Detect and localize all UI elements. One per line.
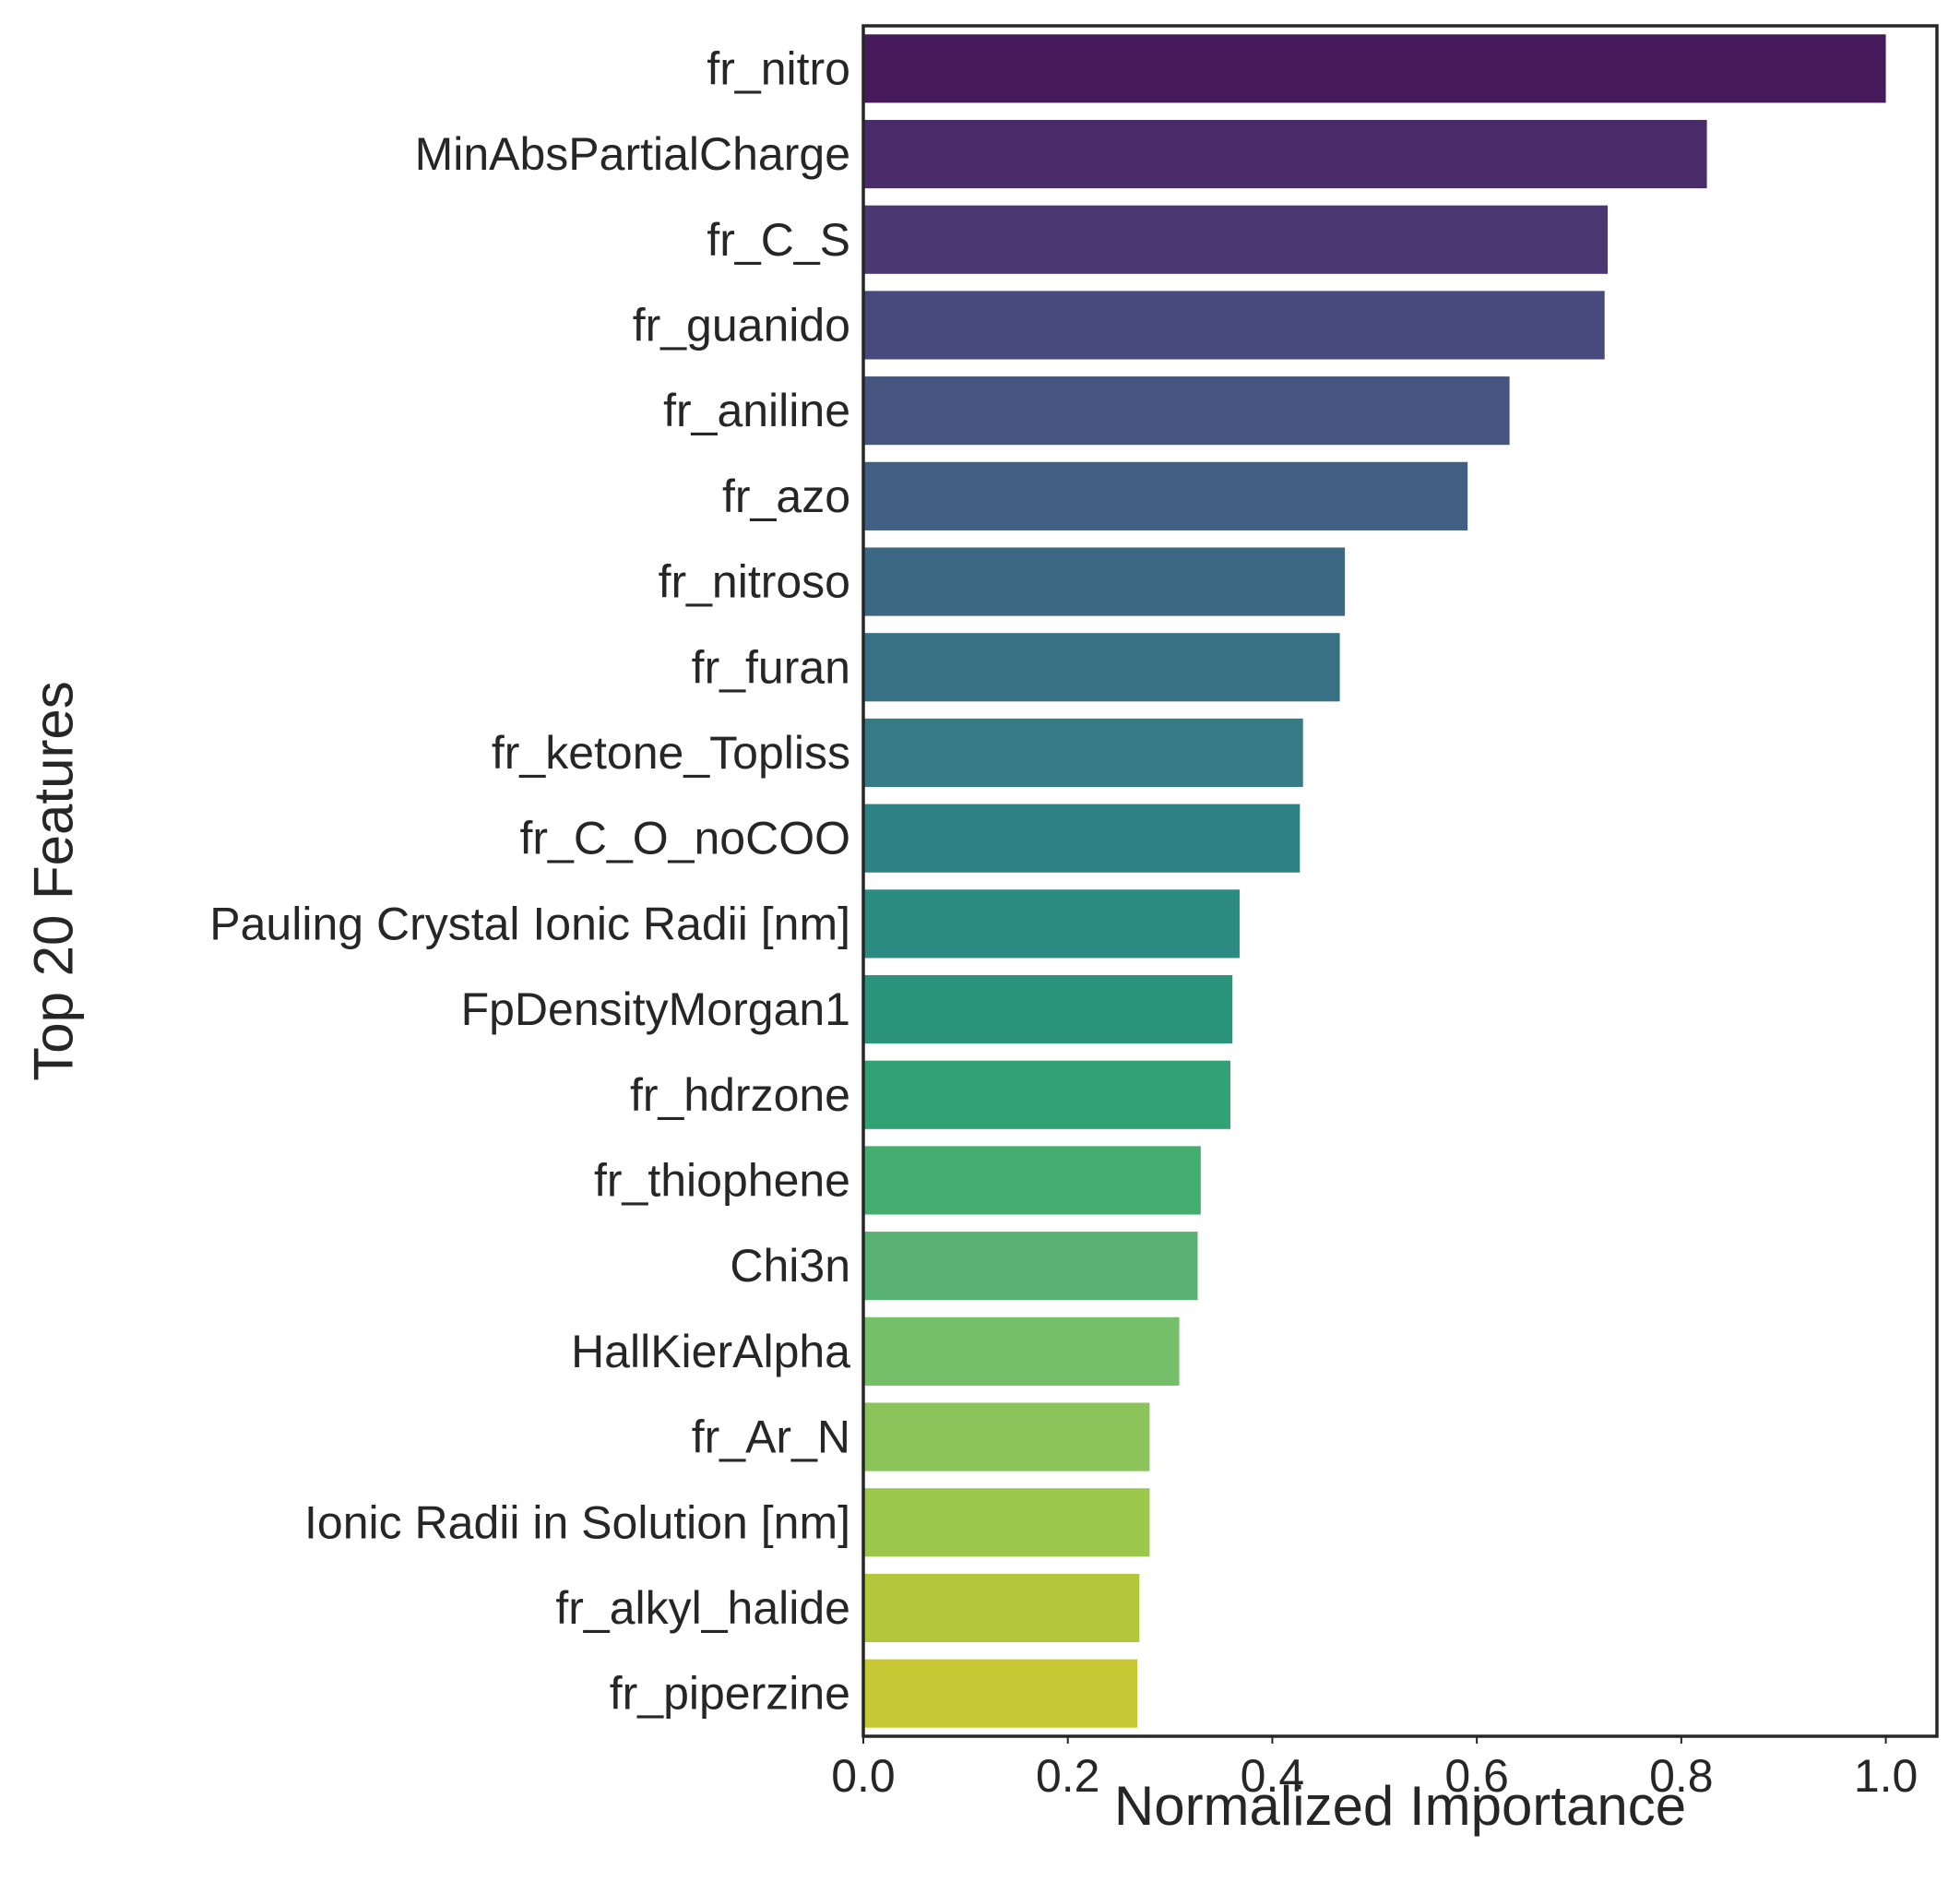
y-tick-label: Pauling Crystal Ionic Radii [nm] [209, 898, 850, 949]
bar-fr-guanido [863, 291, 1605, 360]
y-tick-label: fr_C_S [707, 214, 850, 266]
plot-frame [861, 24, 1939, 1738]
y-tick-label: Chi3n [730, 1240, 850, 1292]
bar-fr-azo [863, 461, 1468, 530]
x-tick-label: 0.0 [831, 1750, 896, 1802]
bar-minabspartialcharge [863, 119, 1707, 189]
bar-chi3n [863, 1232, 1198, 1301]
x-tick-label: 0.6 [1444, 1750, 1509, 1802]
y-tick-label: fr_C_O_noCOO [520, 813, 850, 864]
bar-fr-nitroso [863, 547, 1346, 616]
bar-fr-c-o-nocoo [863, 804, 1301, 873]
x-tick-label: 0.8 [1649, 1750, 1714, 1802]
bar-fr-aniline [863, 376, 1510, 446]
y-tick-label: fr_piperzine [610, 1668, 850, 1720]
bars-group [863, 34, 1886, 1728]
x-axis-label: Normalized Importance [1114, 1775, 1686, 1837]
bar-fr-furan [863, 633, 1340, 702]
bar-fr-nitro [863, 34, 1886, 103]
bar-fr-c-s [863, 205, 1609, 274]
y-tick-label: FpDensityMorgan1 [461, 983, 850, 1035]
y-tick-label: fr_guanido [633, 299, 850, 351]
y-tick-labels: fr_nitro MinAbsPartialCharge fr_C_S fr_guan… [209, 42, 850, 1719]
y-tick-label: fr_nitro [707, 42, 850, 94]
y-tick-label: MinAbsPartialCharge [415, 128, 850, 180]
bar-fpdensitymorgan1 [863, 974, 1233, 1044]
x-tick-label: 0.2 [1036, 1750, 1100, 1802]
y-tick-label: fr_hdrzone [630, 1069, 850, 1121]
bar-fr-ketone-topliss [863, 718, 1303, 788]
bar-pauling-crystal-ionic-radii-nm [863, 889, 1240, 959]
bar-fr-ar-n [863, 1402, 1150, 1471]
y-tick-label: fr_azo [722, 471, 850, 522]
y-tick-label: fr_alkyl_halide [555, 1582, 850, 1634]
y-tick-label: fr_nitroso [659, 556, 850, 608]
y-tick-label: fr_thiophene [594, 1154, 850, 1206]
x-tick-label: 1.0 [1854, 1750, 1918, 1802]
x-tick-label: 0.4 [1241, 1750, 1305, 1802]
bar-fr-piperzine [863, 1659, 1138, 1728]
bar-fr-hdrzone [863, 1060, 1230, 1129]
y-tick-label: HallKierAlpha [571, 1326, 850, 1377]
y-tick-label: fr_ketone_Topliss [492, 727, 850, 779]
bar-hallkieralpha [863, 1316, 1180, 1386]
y-axis-label: Top 20 Features [23, 681, 85, 1081]
y-tick-label: fr_Ar_N [692, 1412, 850, 1463]
x-ticks: 0.0 0.2 0.4 0.6 0.8 1.0 [831, 1736, 1918, 1802]
bar-fr-thiophene [863, 1146, 1201, 1215]
y-tick-label: fr_aniline [663, 385, 850, 436]
bar-fr-alkyl-halide [863, 1573, 1140, 1643]
bar-ionic-radii-in-solution-nm [863, 1488, 1150, 1557]
y-tick-label: fr_furan [692, 641, 850, 693]
y-tick-label: Ionic Radii in Solution [nm] [304, 1496, 850, 1548]
